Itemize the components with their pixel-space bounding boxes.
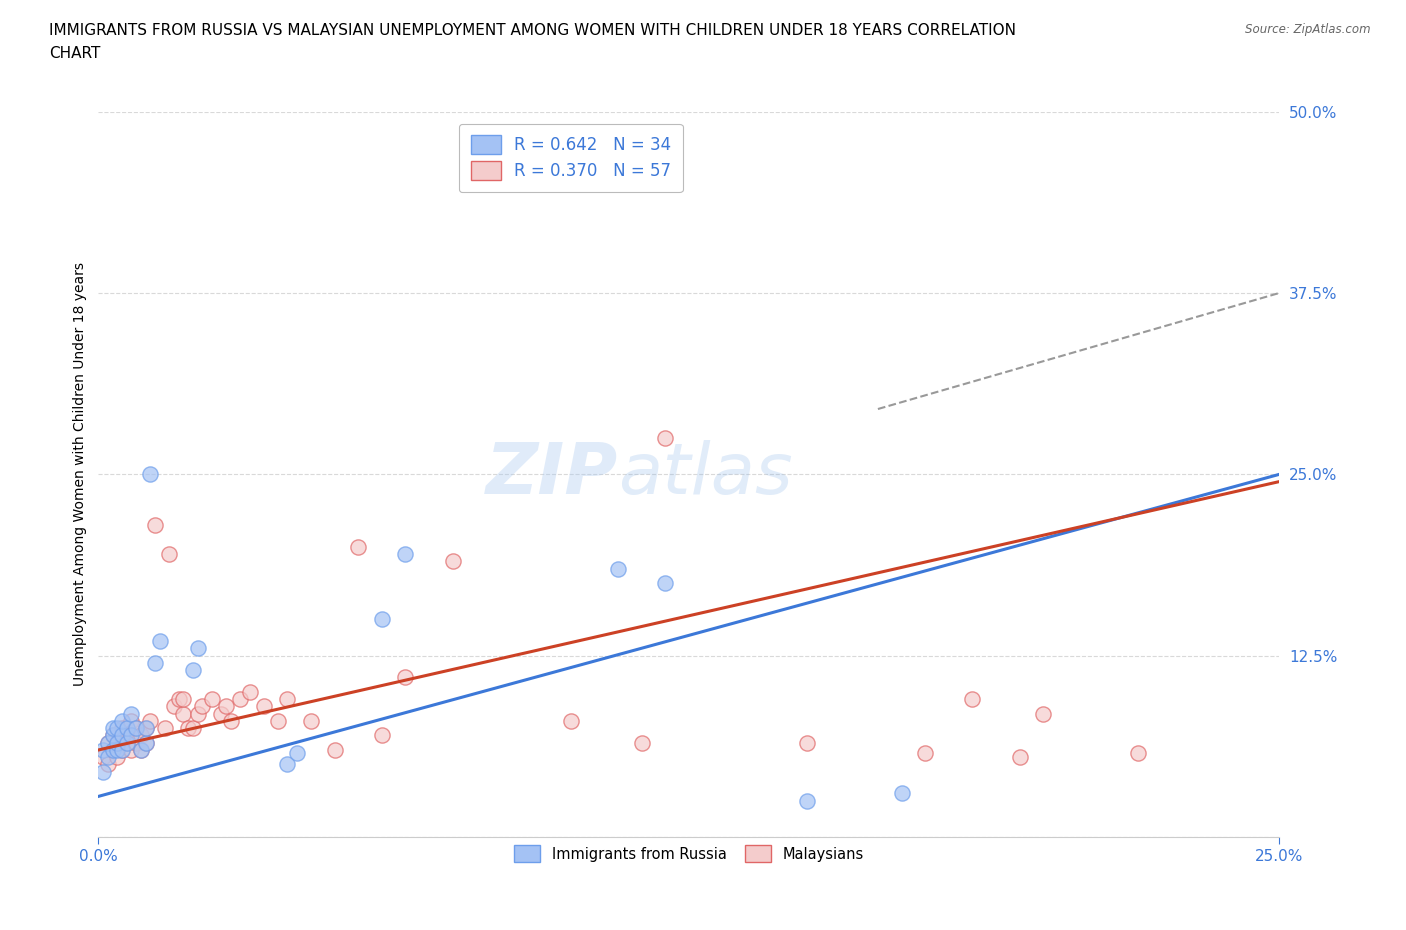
Point (191, 699, 214, 714)
Point (125, 721, 148, 736)
Point (187, 706, 209, 721)
Point (219, 713, 242, 728)
Point (215, 699, 238, 714)
Point (105, 742, 128, 757)
Point (394, 547, 416, 562)
Point (962, 692, 984, 707)
Point (121, 742, 143, 757)
Point (97, 736, 120, 751)
Point (276, 757, 298, 772)
Point (143, 518, 166, 533)
Point (157, 547, 180, 562)
Point (239, 684, 262, 699)
Point (181, 721, 204, 736)
Point (1008, 750, 1031, 764)
Text: Source: ZipAtlas.com: Source: ZipAtlas.com (1246, 23, 1371, 36)
Point (630, 736, 652, 751)
Point (153, 721, 176, 736)
Point (115, 736, 138, 751)
Point (105, 736, 128, 751)
Point (101, 742, 124, 757)
Point (163, 699, 186, 714)
Point (139, 713, 162, 728)
Point (129, 742, 152, 757)
Point (105, 721, 128, 736)
Point (121, 713, 143, 728)
Point (371, 612, 394, 627)
Point (323, 742, 346, 757)
Y-axis label: Unemployment Among Women with Children Under 18 years: Unemployment Among Women with Children U… (73, 262, 87, 686)
Point (105, 736, 128, 751)
Point (97, 757, 120, 772)
Point (177, 721, 200, 736)
Point (285, 746, 308, 761)
Point (229, 692, 252, 707)
Point (91, 764, 114, 779)
Point (172, 692, 194, 707)
Point (172, 706, 194, 721)
Text: ZIP: ZIP (486, 440, 619, 509)
Point (111, 742, 134, 757)
Point (299, 713, 322, 728)
Point (101, 742, 124, 757)
Point (394, 670, 416, 684)
Point (111, 728, 134, 743)
Point (914, 746, 936, 761)
Legend: Immigrants from Russia, Malaysians: Immigrants from Russia, Malaysians (508, 838, 870, 870)
Point (101, 728, 124, 743)
Point (441, 554, 464, 569)
Point (101, 721, 124, 736)
Point (143, 656, 166, 671)
Text: CHART: CHART (49, 46, 101, 61)
Point (101, 728, 124, 743)
Point (654, 576, 676, 591)
Point (209, 706, 232, 721)
Point (181, 663, 204, 678)
Point (253, 699, 276, 714)
Point (111, 742, 134, 757)
Point (125, 736, 148, 751)
Point (111, 721, 134, 736)
Point (121, 728, 143, 743)
Point (111, 728, 134, 743)
Point (139, 467, 162, 482)
Point (187, 641, 209, 656)
Point (115, 721, 138, 736)
Point (91, 742, 114, 757)
Point (890, 786, 912, 801)
Point (125, 721, 148, 736)
Point (654, 431, 676, 445)
Text: atlas: atlas (619, 440, 793, 509)
Point (276, 692, 298, 707)
Point (201, 692, 224, 707)
Point (347, 539, 370, 554)
Point (97, 750, 120, 764)
Point (1126, 746, 1149, 761)
Point (97, 736, 120, 751)
Point (267, 713, 290, 728)
Point (560, 713, 582, 728)
Point (111, 713, 134, 728)
Point (796, 736, 818, 751)
Point (129, 742, 152, 757)
Point (115, 736, 138, 751)
Point (607, 561, 630, 576)
Point (135, 736, 157, 751)
Point (115, 721, 138, 736)
Point (135, 721, 157, 736)
Point (167, 692, 190, 707)
Text: IMMIGRANTS FROM RUSSIA VS MALAYSIAN UNEMPLOYMENT AMONG WOMEN WITH CHILDREN UNDER: IMMIGRANTS FROM RUSSIA VS MALAYSIAN UNEM… (49, 23, 1017, 38)
Point (796, 793, 818, 808)
Point (135, 721, 157, 736)
Point (121, 728, 143, 743)
Point (121, 706, 143, 721)
Point (91, 750, 114, 764)
Point (105, 750, 128, 764)
Point (371, 728, 394, 743)
Point (135, 736, 157, 751)
Point (149, 633, 172, 648)
Point (1032, 706, 1054, 721)
Point (129, 728, 152, 743)
